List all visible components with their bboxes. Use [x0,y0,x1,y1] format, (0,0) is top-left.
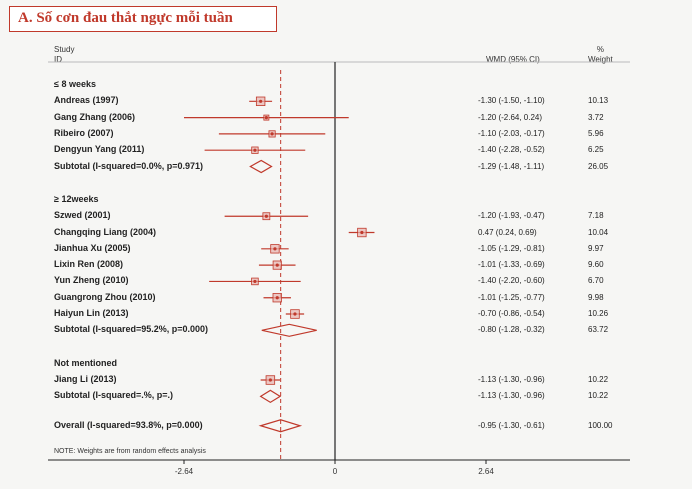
study-ci-text: -1.30 (-1.50, -1.10) [478,96,545,106]
point-estimate [360,230,364,235]
x-tick-label: -2.64 [174,467,194,476]
study-label: Lixin Ren (2008) [54,259,124,270]
study-label: Haiyun Lin (2013) [54,308,129,318]
header-study: Study ID [54,45,74,65]
study-weight-text: 5.96 [588,128,604,138]
overall-diamond [258,419,303,433]
subtotal-diamond [259,389,282,404]
point-estimate [275,263,279,267]
study-weight-text: 10.26 [588,309,609,318]
point-estimate [253,279,257,284]
header-weight-line2: Weight [588,55,613,64]
point-estimate [293,312,297,316]
x-tick-label: 0 [332,467,338,476]
point-estimate [253,148,257,152]
study-weight-text: 9.60 [588,260,604,270]
overall-ci-text: -0.95 (-1.30, -0.61) [478,420,545,430]
study-label: Jiang Li (2013) [54,374,117,385]
study-ci-text: -1.20 (-2.64, 0.24) [478,112,543,122]
subtotal-label: Subtotal (I-squared=95.2%, p=0.000) [54,324,209,335]
study-weight-text: 9.97 [588,243,604,253]
subtotal-ci-text: -0.80 (-1.28, -0.32) [478,325,545,335]
subtotal-ci-text: -1.13 (-1.30, -0.96) [478,391,545,401]
point-estimate [264,214,268,218]
study-label: Guangrong Zhou (2010) [54,291,156,302]
study-weight-text: 9.98 [588,292,604,302]
study-ci-text: -1.05 (-1.29, -0.81) [478,243,545,253]
group-heading: Not mentioned [54,357,117,368]
subtotal-diamond [249,159,273,174]
study-ci-text: -1.40 (-2.28, -0.52) [478,145,545,155]
chart-title: A. Số cơn đau thắt ngực mỗi tuần [9,6,277,32]
study-ci-text: 0.47 (0.24, 0.69) [478,227,537,237]
study-ci-text: -1.20 (-1.93, -0.47) [478,211,545,221]
study-weight-text: 6.25 [588,145,604,155]
study-label: Gang Zhang (2006) [54,111,136,122]
study-label: Changqing Liang (2004) [54,226,157,237]
study-label: Dengyun Yang (2011) [54,144,145,155]
study-ci-text: -1.13 (-1.30, -0.96) [478,375,545,385]
overall-label: Overall (I-squared=93.8%, p=0.000) [54,419,203,430]
group-heading: ≥ 12weeks [54,193,99,204]
point-estimate [275,296,279,300]
header-weight-line1: % [596,45,604,54]
point-estimate [270,132,274,136]
point-estimate [273,247,277,251]
header-weight: % Weight [588,45,613,65]
subtotal-label: Subtotal (I-squared=0.0%, p=0.971) [54,160,204,171]
study-weight-text: 7.18 [588,211,604,221]
study-ci-text: -1.01 (-1.25, -0.77) [478,292,545,302]
header-effect: WMD (95% CI) [486,55,540,64]
study-weight-text: 10.13 [588,96,609,106]
point-estimate [268,378,272,382]
subtotal-diamond [261,323,317,337]
x-tick-label: 2.64 [478,467,494,476]
study-weight-text: 10.04 [588,227,609,237]
subtotal-weight-text: 63.72 [588,325,609,335]
subtotal-weight-text: 10.22 [588,391,609,401]
subtotal-ci-text: -1.29 (-1.48, -1.11) [478,161,545,171]
study-ci-text: -0.70 (-0.86, -0.54) [478,309,545,318]
point-estimate [259,99,263,103]
overall-weight-text: 100.00 [588,420,613,430]
study-label: Andreas (1997) [54,95,119,106]
study-weight-text: 6.70 [588,276,604,286]
footnote: NOTE: Weights are from random effects an… [54,448,206,455]
study-weight-text: 10.22 [588,375,609,385]
study-label: Szwed (2001) [54,210,111,221]
subtotal-label: Subtotal (I-squared=.%, p=.) [54,390,174,401]
study-label: Ribeiro (2007) [54,127,114,138]
study-label: Jianhua Xu (2005) [54,242,131,253]
point-estimate [264,116,268,120]
subtotal-weight-text: 26.05 [588,161,609,171]
study-ci-text: -1.10 (-2.03, -0.17) [478,128,545,138]
study-ci-text: -1.40 (-2.20, -0.60) [478,276,545,286]
header-study-line2: ID [54,55,62,64]
header-study-line1: Study [54,45,75,54]
study-ci-text: -1.01 (-1.33, -0.69) [478,260,545,270]
study-label: Yun Zheng (2010) [54,275,129,286]
study-weight-text: 3.72 [588,112,604,122]
group-heading: ≤ 8 weeks [54,79,96,89]
